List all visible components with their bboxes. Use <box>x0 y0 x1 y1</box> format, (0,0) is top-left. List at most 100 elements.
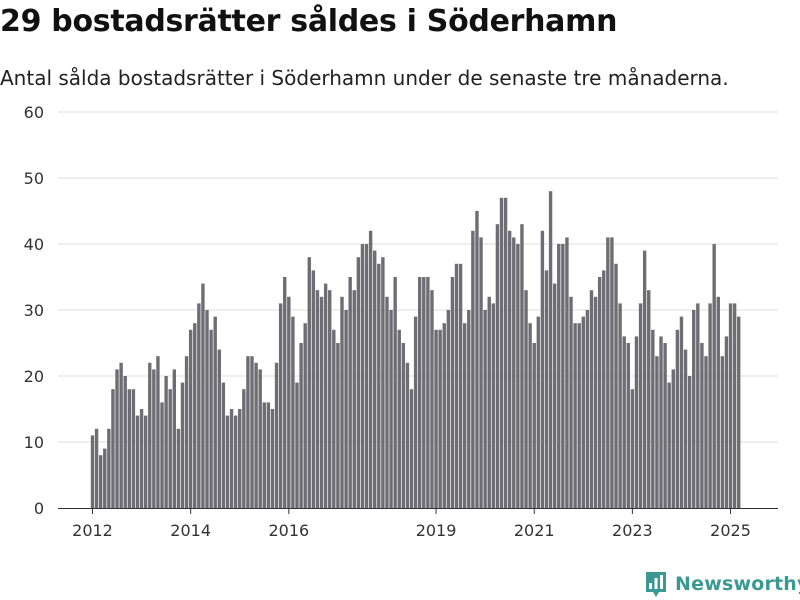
bar <box>344 310 348 508</box>
bar <box>524 290 528 508</box>
bar <box>589 290 594 508</box>
bar <box>131 389 136 508</box>
bar <box>315 290 320 508</box>
bar <box>483 310 487 508</box>
bar <box>557 244 561 508</box>
bar <box>356 257 361 508</box>
bar <box>495 224 500 508</box>
bar <box>213 316 217 508</box>
bar <box>544 270 549 508</box>
bar <box>593 296 598 508</box>
y-tick-label: 50 <box>24 169 44 188</box>
bar <box>242 389 246 508</box>
bar <box>565 237 569 508</box>
bar <box>233 415 238 508</box>
bar <box>397 329 401 508</box>
bar <box>278 303 283 508</box>
bar <box>507 230 512 509</box>
bar <box>188 329 193 508</box>
bar <box>606 237 610 508</box>
bar <box>622 336 626 508</box>
bar <box>176 428 181 508</box>
bar <box>413 316 418 508</box>
bar <box>164 376 168 508</box>
bar <box>548 191 553 508</box>
y-tick-label: 30 <box>24 301 44 320</box>
bar <box>667 382 671 508</box>
bar <box>422 277 426 508</box>
bar <box>381 257 385 508</box>
bar <box>225 415 230 508</box>
bar <box>262 402 266 508</box>
bar <box>246 356 250 508</box>
bar <box>250 356 254 508</box>
bar <box>491 303 496 508</box>
bar <box>135 415 140 508</box>
y-tick-label: 10 <box>24 433 44 452</box>
bar <box>205 310 209 508</box>
bar <box>720 356 725 508</box>
value-annotation: 29 <box>734 0 756 5</box>
bar <box>287 296 291 508</box>
bar <box>683 349 688 508</box>
bar <box>626 343 630 508</box>
bar <box>90 435 95 508</box>
bar <box>377 263 381 508</box>
bar <box>332 329 336 508</box>
bar <box>360 244 365 508</box>
bar <box>328 290 332 508</box>
bar <box>647 290 651 508</box>
bar <box>687 376 692 508</box>
bar <box>385 296 389 508</box>
bar <box>409 389 414 508</box>
x-tick-label: 2025 <box>710 521 751 540</box>
bar <box>393 277 397 508</box>
bar <box>610 237 614 508</box>
bar <box>107 428 111 508</box>
bar <box>585 310 590 508</box>
newsworthy-brand: Newsworthy <box>644 570 800 598</box>
bar <box>540 230 545 509</box>
bar <box>700 343 704 508</box>
bar <box>528 323 532 508</box>
bar <box>663 343 667 508</box>
bar <box>168 389 172 508</box>
bar <box>454 263 459 508</box>
bar <box>270 409 275 508</box>
bar <box>651 329 655 508</box>
bar <box>716 296 720 508</box>
bar <box>577 323 581 508</box>
bar <box>229 409 234 508</box>
bar <box>184 356 189 508</box>
bar <box>614 263 618 508</box>
bar <box>364 244 369 508</box>
bar <box>679 316 684 508</box>
bar <box>732 303 737 508</box>
x-tick-label: 2019 <box>416 521 457 540</box>
bar <box>520 224 524 508</box>
bar <box>618 303 622 508</box>
bar <box>94 428 99 508</box>
bar <box>479 237 483 508</box>
bar <box>430 290 434 508</box>
bar <box>103 448 107 508</box>
bar <box>311 270 316 508</box>
bar <box>503 197 508 509</box>
bar <box>442 323 446 508</box>
bar <box>712 244 716 508</box>
bar <box>512 237 516 508</box>
bar <box>405 362 410 508</box>
bar <box>552 283 557 508</box>
bar <box>368 230 373 509</box>
bar <box>319 296 324 508</box>
bar <box>307 257 311 508</box>
chart-title: 29 bostadsrätter såldes i Söderhamn <box>0 4 618 39</box>
brand-name: Newsworthy <box>675 573 800 595</box>
bar <box>148 362 152 508</box>
bar <box>274 362 279 508</box>
bar <box>597 277 602 508</box>
bar <box>299 343 303 508</box>
bar <box>692 310 696 508</box>
bar <box>98 455 103 508</box>
